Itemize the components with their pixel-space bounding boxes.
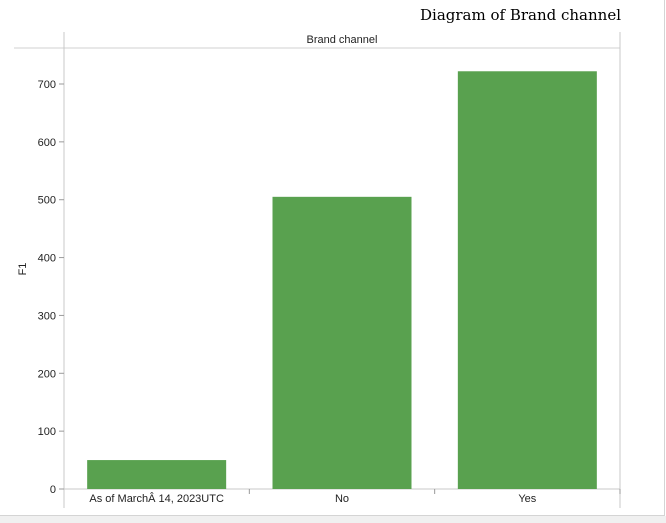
y-tick-label: 400 [38,253,56,265]
panel-title: Brand channel [307,34,378,46]
bottom-strip [0,516,666,523]
bar[interactable] [272,196,412,490]
y-tick-label: 600 [38,137,56,149]
y-axis-ticks: 0 100 200 300 400 500 600 700 [38,79,64,496]
y-tick-label: 0 [50,484,56,496]
diagram-title: Diagram of Brand channel [420,6,621,24]
y-tick-label: 300 [38,310,56,322]
x-tick-label: No [335,493,349,505]
y-tick-label: 500 [38,195,56,207]
bars [87,71,597,490]
y-tick-label: 700 [38,79,56,91]
bar[interactable] [457,71,597,490]
y-axis-label: F1 [17,263,29,276]
x-tick-label: As of MarchÂ 14, 2023UTC [89,492,224,505]
y-tick-label: 200 [38,368,56,380]
bar[interactable] [87,460,227,489]
x-tick-label: Yes [518,493,536,505]
y-tick-label: 100 [38,426,56,438]
x-axis-ticks: As of MarchÂ 14, 2023UTC No Yes [89,489,621,505]
